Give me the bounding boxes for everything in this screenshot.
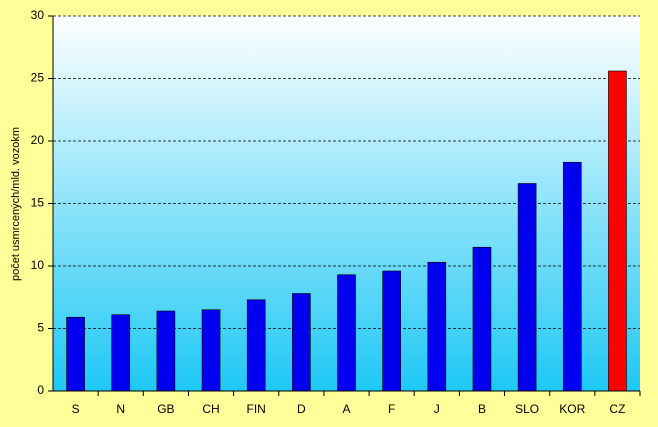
y-tick-label: 5 xyxy=(37,321,44,335)
x-tick-label: J xyxy=(434,402,440,416)
bar xyxy=(111,314,131,392)
x-tick-label: FIN xyxy=(247,402,266,416)
x-tick-label: S xyxy=(72,402,80,416)
x-tick-label: SLO xyxy=(515,402,539,416)
bar xyxy=(201,309,221,392)
x-tick-label: GB xyxy=(157,402,174,416)
bar xyxy=(472,246,492,392)
x-tick-label: D xyxy=(297,402,306,416)
bar xyxy=(292,293,311,392)
y-tick-label: 0 xyxy=(37,383,44,397)
x-tick-label: CH xyxy=(202,402,219,416)
x-tick-label: CZ xyxy=(609,402,625,416)
bar xyxy=(66,316,85,392)
y-tick-label: 15 xyxy=(31,196,45,210)
x-tick-label: KOR xyxy=(559,402,585,416)
y-tick-label: 20 xyxy=(31,133,45,147)
bar xyxy=(337,274,356,392)
bar xyxy=(246,299,266,392)
y-tick-label: 30 xyxy=(31,8,45,22)
x-tick-label: A xyxy=(342,402,350,416)
y-axis-label: počet usmrcených/mld. vozokm xyxy=(10,127,22,281)
bar xyxy=(608,70,627,392)
y-tick-label: 10 xyxy=(31,258,45,272)
x-tick-label: B xyxy=(478,402,486,416)
bar xyxy=(382,270,401,392)
x-tick-label: N xyxy=(116,402,125,416)
y-tick-label: 25 xyxy=(31,71,45,85)
x-tick-label: F xyxy=(388,402,395,416)
bar xyxy=(156,310,176,392)
bar xyxy=(427,261,447,392)
bar xyxy=(517,183,537,392)
bar xyxy=(562,161,582,392)
